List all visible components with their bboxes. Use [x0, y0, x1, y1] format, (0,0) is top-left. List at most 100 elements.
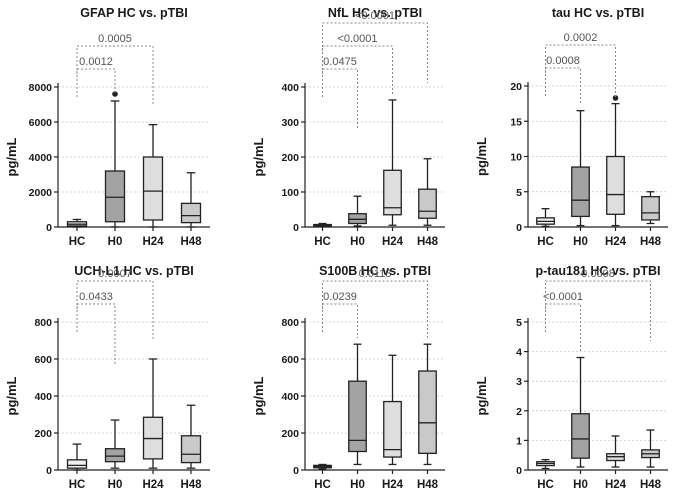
iqr-box: [383, 169, 402, 216]
significance-bracket: 0.0475: [322, 56, 358, 129]
y-tick-label: 200: [34, 428, 52, 440]
x-tick-label: HC: [537, 479, 554, 491]
y-tick-label: 0: [516, 465, 522, 477]
y-tick-label: 15: [510, 116, 522, 128]
y-tick-label: 100: [281, 187, 299, 199]
y-tick-label: 600: [281, 354, 299, 366]
y-axis-label: pg/mL: [474, 137, 489, 176]
significance-bracket: 0.0002: [545, 32, 616, 98]
significance-bracket: 0.0433: [76, 291, 116, 364]
y-tick-label: 0: [516, 222, 522, 234]
box-H48: [418, 158, 437, 226]
bracket-line: [76, 303, 116, 364]
chart-panel-6: p-tau181 HC vs. pTBI pg/mL 0 1 2 3 4 5 HC H0 H24 H4…: [474, 264, 668, 491]
box-H48: [641, 191, 660, 225]
box-HC: [66, 443, 88, 471]
bracket-line: [322, 45, 393, 94]
bracket-line: [322, 68, 358, 129]
y-tick-label: 400: [281, 391, 299, 403]
chart-panel-3: tau HC vs. pTBI pg/mL 0 5 10 15 20 HC H0 H24 H48 0.…: [474, 6, 668, 248]
bracket-line: [76, 45, 154, 106]
y-tick-label: 300: [281, 117, 299, 129]
y-tick-label: 3: [516, 376, 522, 388]
box-H0: [104, 91, 126, 228]
iqr-box: [383, 400, 402, 458]
p-value-label: 0.0433: [79, 291, 113, 303]
significance-bracket: <0.0001: [322, 33, 393, 94]
p-value-label: <0.0001: [355, 10, 395, 22]
iqr-box: [641, 196, 660, 221]
box-H0: [348, 343, 367, 466]
iqr-box: [606, 155, 625, 215]
box-HC: [536, 458, 555, 470]
x-tick-label: H48: [180, 479, 202, 491]
box-H24: [606, 435, 625, 468]
p-value-label: 0.0118: [359, 268, 392, 280]
bracket-line: [545, 67, 581, 105]
x-tick-label: H48: [417, 479, 439, 491]
box-H0: [571, 356, 590, 468]
p-value-label: 0.0475: [323, 56, 357, 68]
x-tick-label: HC: [314, 479, 331, 491]
p-value-label: 0.0002: [564, 32, 598, 44]
significance-bracket: <0.0001: [543, 291, 583, 352]
iqr-box: [180, 202, 202, 224]
chart-title: tau HC vs. pTBI: [552, 6, 644, 20]
box-H48: [418, 343, 437, 466]
x-tick-label: HC: [314, 236, 331, 248]
x-tick-label: H24: [605, 236, 627, 248]
chart-title: S100B HC vs. pTBI: [319, 264, 431, 278]
iqr-box: [104, 448, 126, 463]
y-tick-label: 5: [516, 187, 522, 199]
iqr-box: [418, 188, 437, 219]
bracket-line: [322, 22, 428, 83]
x-tick-label: H0: [108, 236, 123, 248]
iqr-box: [348, 380, 367, 453]
chart-title: UCH-L1 HC vs. pTBI: [74, 264, 193, 278]
x-tick-label: HC: [537, 236, 554, 248]
y-tick-label: 600: [34, 354, 52, 366]
box-H24: [142, 123, 164, 228]
p-value-label: 0.0012: [79, 56, 113, 68]
iqr-box: [418, 370, 437, 454]
outlier-point: [112, 91, 118, 97]
significance-bracket: 0.0008: [545, 268, 651, 341]
box-HC: [536, 208, 555, 227]
significance-bracket: 0.0118: [322, 268, 428, 339]
chart-panel-4: UCH-L1 HC vs. pTBI pg/mL 0 200 400 600 800 HC H0…: [4, 264, 210, 491]
y-tick-label: 0: [293, 222, 299, 234]
y-tick-label: 0: [46, 222, 52, 234]
y-tick-label: 1: [516, 435, 522, 447]
bracket-line: [76, 280, 154, 341]
x-tick-label: H0: [350, 236, 365, 248]
significance-bracket: 0.0005: [76, 33, 154, 106]
box-HC: [313, 463, 332, 470]
y-axis-label: pg/mL: [251, 376, 266, 415]
bracket-line: [322, 280, 428, 339]
p-value-label: 0.0007: [98, 268, 132, 280]
x-tick-label: H48: [180, 236, 202, 248]
iqr-box: [180, 435, 202, 464]
p-value-label: 0.0008: [546, 55, 580, 67]
y-tick-label: 800: [34, 317, 52, 329]
y-tick-label: 6000: [29, 117, 53, 129]
box-H24: [142, 358, 164, 469]
p-value-label: 0.0239: [323, 291, 357, 303]
iqr-box: [104, 170, 126, 223]
x-tick-label: H24: [382, 479, 404, 491]
x-tick-label: H24: [142, 236, 164, 248]
chart-title: GFAP HC vs. pTBI: [80, 6, 187, 20]
chart-panel-2: NfL HC vs. pTBI pg/mL 0 100 200 300 400 HC H0 H24…: [251, 6, 445, 248]
x-tick-label: HC: [69, 479, 86, 491]
significance-bracket: <0.0001: [322, 10, 428, 83]
y-tick-label: 5: [516, 317, 522, 329]
chart-panel-5: S100B HC vs. pTBI pg/mL 0 200 400 600 800 HC H0 H…: [251, 264, 445, 491]
bracket-line: [545, 44, 616, 98]
significance-bracket: 0.0239: [322, 291, 358, 339]
y-tick-label: 4000: [29, 152, 53, 164]
box-H24: [383, 354, 402, 466]
iqr-box: [66, 459, 88, 469]
x-tick-label: H48: [640, 236, 662, 248]
y-tick-label: 200: [281, 428, 299, 440]
significance-bracket: 0.0012: [76, 56, 116, 97]
